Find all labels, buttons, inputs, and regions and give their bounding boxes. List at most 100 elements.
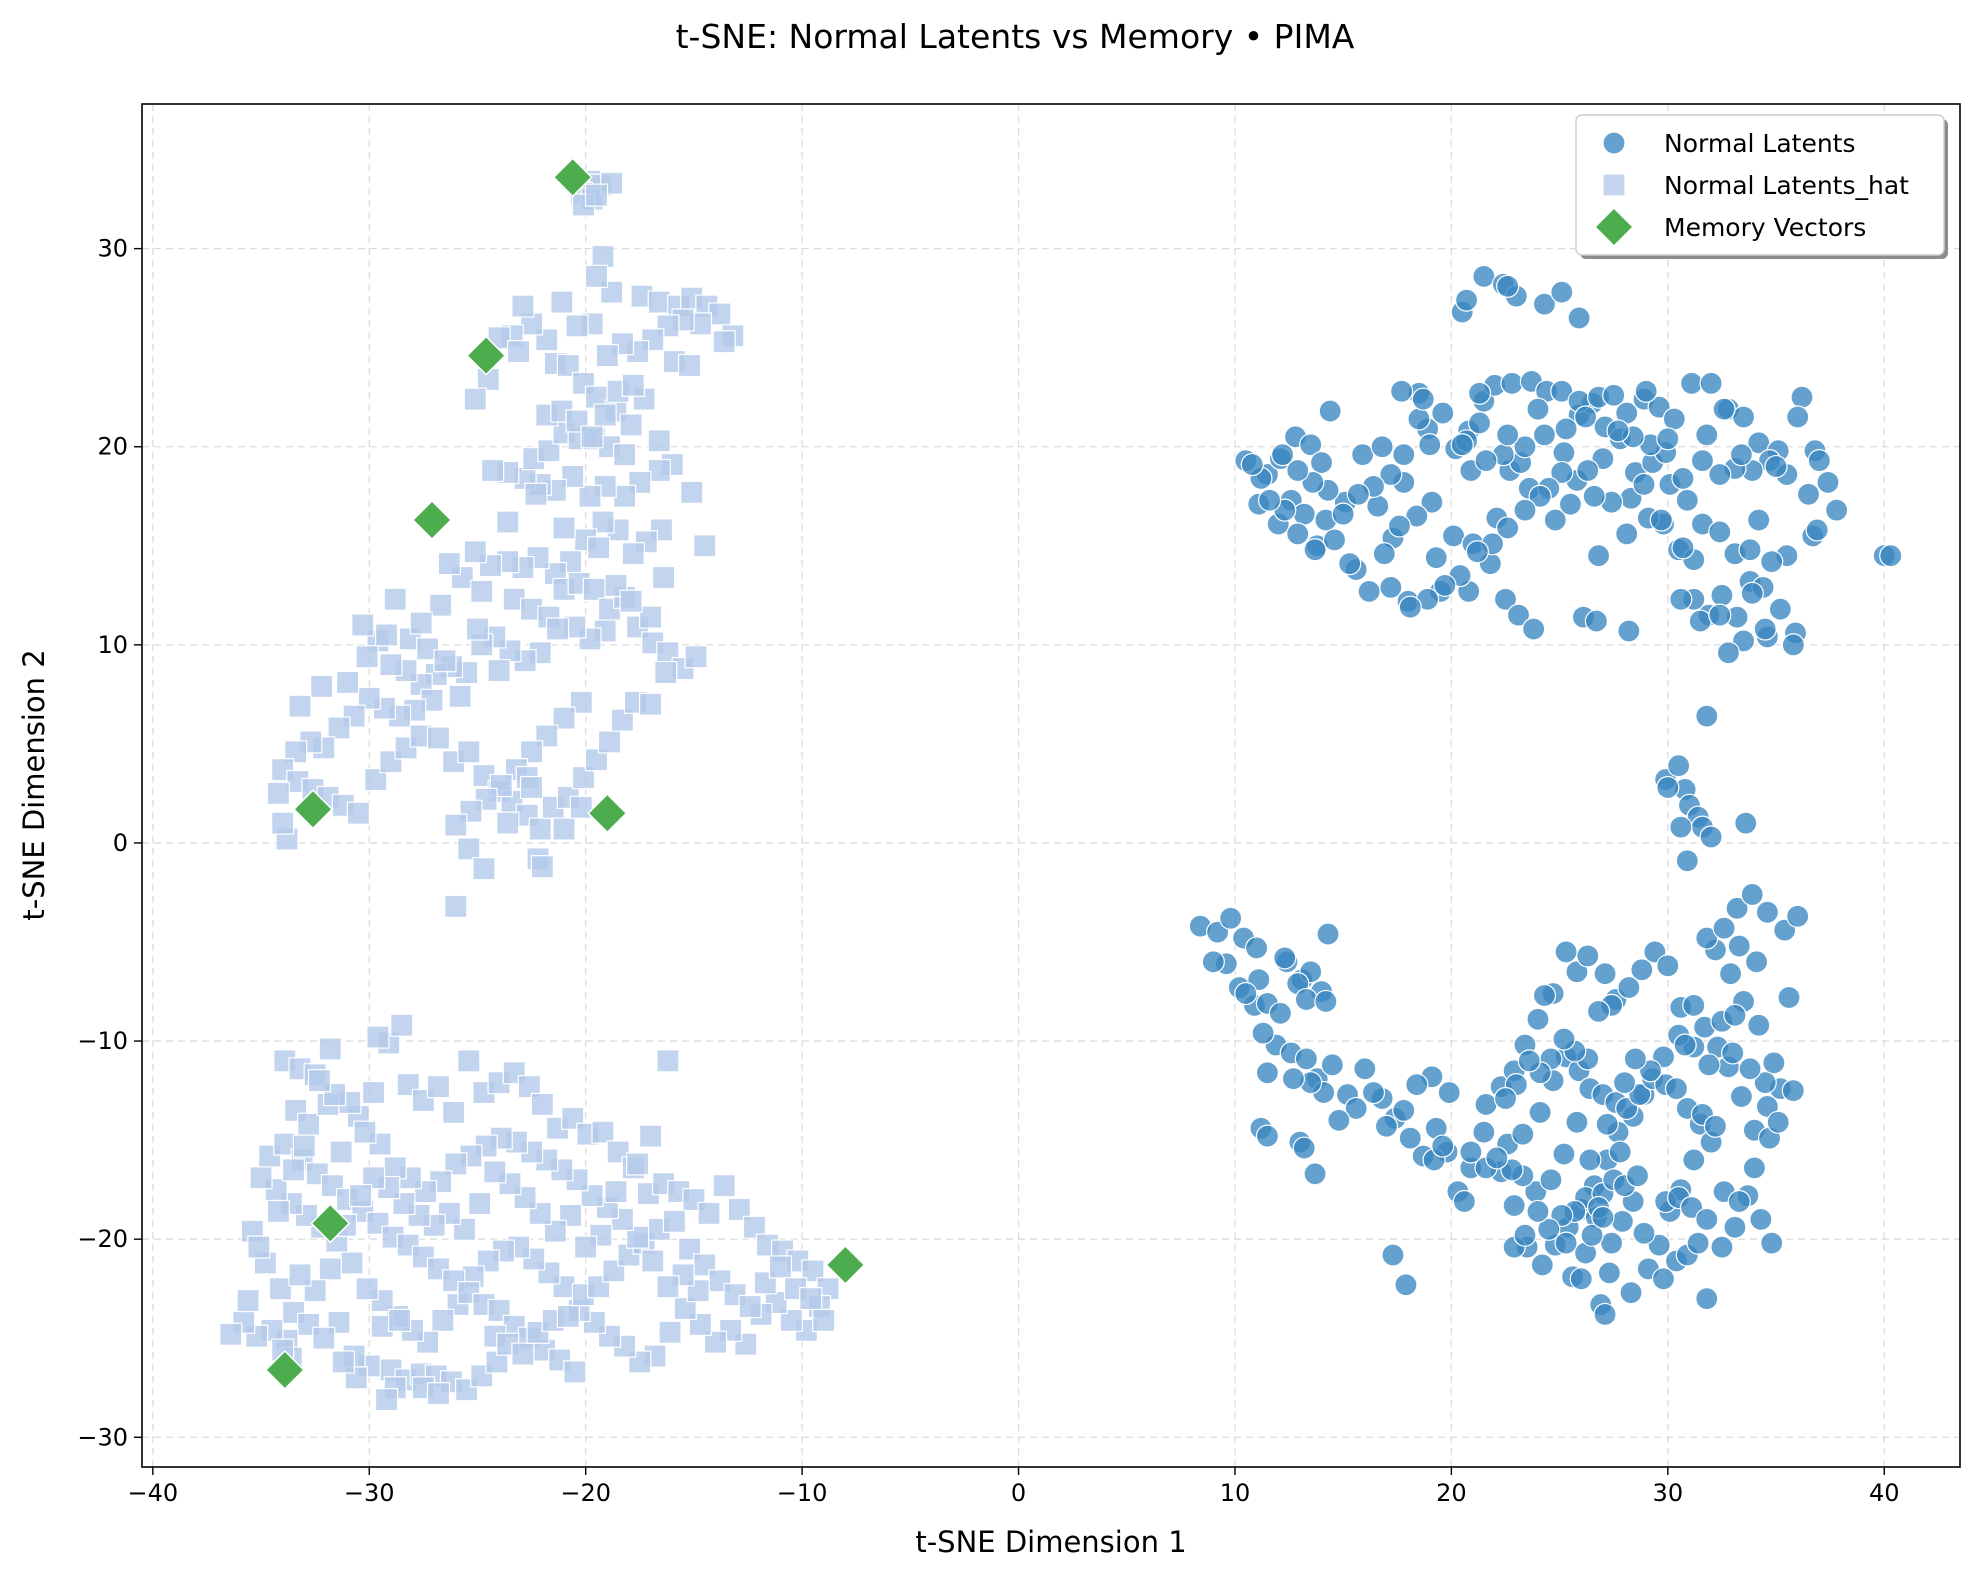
normal-latent-point (1370, 435, 1394, 459)
normal-latent-point (1398, 1126, 1422, 1150)
normal-latent-hat-point (511, 1342, 535, 1366)
normal-latent-point (1580, 1223, 1604, 1247)
normal-latent-point (1649, 508, 1673, 532)
normal-latent-point (1747, 508, 1771, 532)
normal-latent-point (1372, 542, 1396, 566)
normal-latent-point (1245, 936, 1269, 960)
normal-latent-point (1316, 922, 1340, 946)
normal-latent-point (1740, 882, 1764, 907)
normal-latent-hat-point (543, 1219, 567, 1243)
normal-latent-point (1576, 458, 1600, 483)
normal-latent-point (1303, 1162, 1327, 1186)
normal-latent-point (1753, 1071, 1777, 1095)
normal-latent-point (1744, 950, 1769, 974)
normal-latent-hat-point (346, 801, 371, 825)
normal-latent-hat-point (684, 645, 708, 669)
normal-latent-point (1595, 1112, 1619, 1136)
plot-area-frame (141, 103, 1961, 1468)
normal-latent-point (1255, 1124, 1280, 1148)
normal-latent-point (1762, 1051, 1786, 1075)
normal-latent-point (1591, 1205, 1615, 1229)
normal-latent-hat-point (779, 1308, 803, 1332)
normal-latent-point (1331, 502, 1355, 526)
normal-latent-hat-point (444, 894, 468, 918)
normal-latent-point (1485, 1146, 1509, 1170)
normal-latent-point (1530, 1253, 1554, 1277)
normal-latent-hat-point (468, 1191, 492, 1216)
normal-latent-point (1708, 603, 1732, 627)
normal-latent-hat-point (292, 1134, 316, 1158)
normal-latent-point (1392, 443, 1416, 467)
normal-latent-point (1723, 1003, 1747, 1027)
normal-latent-point (1450, 433, 1474, 457)
memory-vector-point (552, 157, 593, 198)
x-tick-label: −20 (560, 1479, 611, 1507)
normal-latent-point (1550, 280, 1574, 304)
normal-latent-point (1582, 484, 1606, 508)
normal-latent-point (1273, 946, 1297, 970)
normal-latent-point (1729, 1084, 1754, 1109)
normal-latent-hat-point (545, 617, 570, 641)
normal-latent-point (1357, 579, 1381, 603)
normal-latent-hat-point (552, 706, 576, 730)
normal-latent-hat-point (708, 302, 732, 326)
normal-latent-hat-point (387, 1308, 412, 1332)
normal-latent-point (1513, 498, 1537, 522)
y-axis-label: t-SNE Dimension 2 (17, 649, 51, 920)
normal-latent-hat-point (673, 1296, 697, 1321)
normal-latent-point (1431, 401, 1455, 425)
normal-latent-point (1656, 775, 1680, 800)
normal-latent-point (1593, 962, 1617, 986)
normal-latent-hat-point (703, 1330, 728, 1354)
y-tick-label: −30 (77, 1423, 128, 1451)
normal-latent-point (1374, 1114, 1399, 1138)
normal-latent-point (1320, 1053, 1344, 1077)
normal-latent-hat-point (271, 811, 295, 835)
normal-latent-point (1452, 1189, 1476, 1214)
memory-vector-point (466, 335, 507, 376)
normal-latent-hat-point (677, 353, 702, 378)
y-tick-label: 0 (113, 829, 128, 857)
normal-latent-point (1424, 546, 1448, 570)
normal-latent-point (1467, 411, 1492, 435)
normal-latent-point (1286, 522, 1310, 546)
normal-latent-point (1420, 490, 1444, 514)
normal-latent-point (1634, 379, 1658, 403)
normal-latent-hat-point (361, 1166, 386, 1190)
normal-latent-hat-point (266, 1199, 290, 1224)
normal-latent-point (1314, 989, 1338, 1014)
normal-latent-point (1517, 1049, 1541, 1073)
normal-latent-hat-point (331, 1350, 355, 1374)
normal-latent-hat-point (288, 694, 312, 718)
normal-latent-hat-point (552, 516, 576, 540)
normal-latent-hat-point (426, 1382, 451, 1406)
normal-latent-point (1747, 431, 1771, 455)
normal-latent-hat-point (712, 330, 736, 354)
normal-latent-point (1303, 538, 1327, 562)
normal-latent-hat-point (639, 692, 663, 716)
legend-label: Normal Latents_hat (1664, 171, 1909, 200)
normal-latent-point (1234, 981, 1258, 1006)
normal-latent-point (1786, 405, 1810, 429)
normal-latent-point (1407, 407, 1431, 431)
normal-latent-hat-point (426, 726, 451, 750)
normal-latent-point (1394, 1273, 1418, 1297)
normal-latent-point (1379, 462, 1403, 487)
normal-latent-hat-point (318, 1257, 342, 1281)
normal-latent-point (1405, 1073, 1429, 1097)
y-tick-label: −20 (77, 1225, 128, 1253)
normal-latent-hat-point (556, 1304, 580, 1329)
normal-latent-point (1576, 944, 1600, 968)
y-tick-label: 10 (97, 631, 128, 659)
normal-latent-hat-point (348, 1183, 373, 1208)
legend-normal-latent-marker (1602, 131, 1626, 155)
normal-latent-hat-point (329, 1140, 353, 1164)
normal-latent-hat-point (340, 1251, 364, 1275)
normal-latent-point (1437, 1080, 1461, 1105)
normal-latent-point (1610, 1209, 1634, 1233)
normal-latent-hat-point (416, 637, 440, 661)
normal-latent-point (1781, 633, 1805, 657)
normal-latent-point (1777, 985, 1801, 1010)
normal-latent-point (1695, 1207, 1719, 1231)
normal-latent-hat-point (528, 817, 552, 841)
